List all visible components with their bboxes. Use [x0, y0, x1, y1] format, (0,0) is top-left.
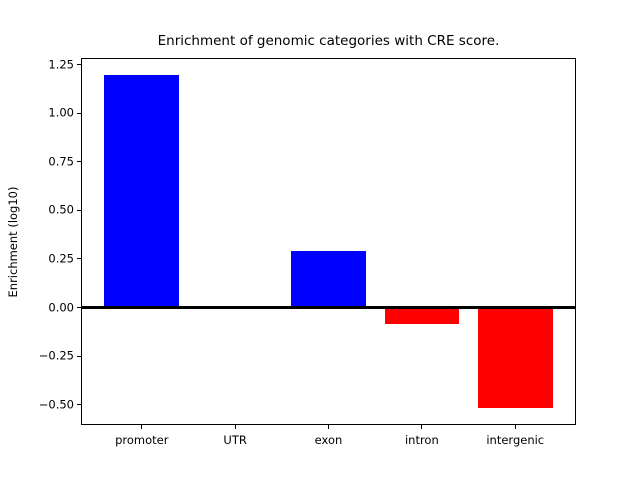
y-tick-label: 1.00: [48, 105, 74, 120]
y-tick-mark: [77, 404, 81, 406]
y-tick-label: −0.50: [38, 396, 74, 411]
bar-intergenic: [477, 307, 553, 409]
x-tick-mark: [328, 425, 329, 429]
y-tick-mark: [77, 307, 81, 308]
y-tick-mark: [77, 64, 81, 66]
bar-exon: [291, 251, 366, 308]
x-tick-mark: [234, 425, 236, 429]
x-tick-label-intron: intron: [404, 433, 439, 447]
x-tick-label-intergenic: intergenic: [486, 433, 545, 447]
y-tick-label: −0.25: [38, 348, 74, 363]
chart-title: Enrichment of genomic categories with CR…: [157, 33, 500, 49]
x-tick-mark: [421, 425, 423, 429]
y-tick-label: 1.25: [48, 57, 74, 72]
x-tick-label-UTR: UTR: [223, 433, 247, 447]
y-tick-label: 0.25: [48, 251, 74, 266]
bar-promoter: [104, 74, 180, 308]
y-tick-mark: [77, 112, 81, 114]
x-tick-label-exon: exon: [314, 433, 343, 447]
x-tick-mark: [141, 425, 143, 429]
y-tick-label: 0.00: [48, 299, 74, 314]
x-tick-label-promoter: promoter: [115, 433, 169, 447]
bar-intron: [384, 307, 460, 325]
y-tick-mark: [77, 161, 81, 163]
y-tick-mark: [77, 355, 81, 357]
x-tick-mark: [514, 425, 516, 429]
y-tick-mark: [77, 209, 81, 211]
y-axis-label: Enrichment (log10): [6, 186, 20, 298]
plot-area: 1.25 1.00 0.75 0.50 0.25 0.00 −0.25 −0.50 promot…: [39, 58, 576, 446]
y-tick-label: 0.75: [48, 154, 74, 169]
zero-line: [82, 306, 575, 309]
y-tick-label: 0.50: [48, 202, 74, 217]
y-tick-mark: [77, 258, 81, 260]
